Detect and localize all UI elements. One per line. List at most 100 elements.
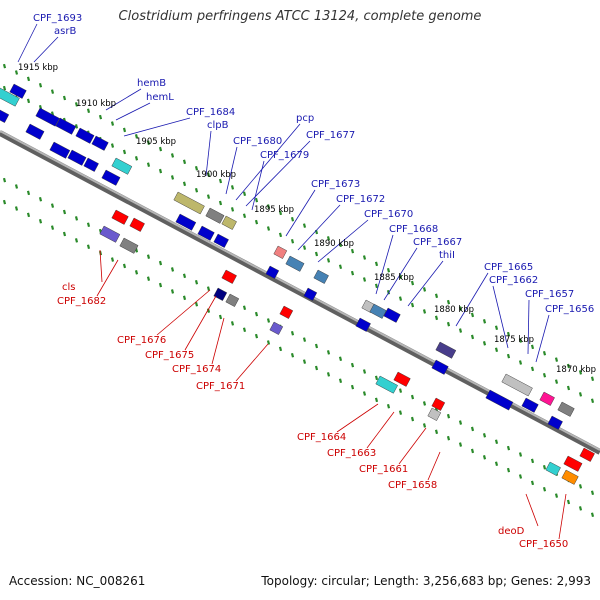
tick-mark (470, 334, 475, 340)
gene-block (83, 157, 99, 172)
leader-line (245, 140, 311, 207)
leader-line (427, 451, 441, 481)
gene-block (279, 305, 294, 319)
gene-block (547, 415, 563, 430)
leader-line (33, 36, 59, 63)
tick-mark (254, 333, 259, 339)
tick-mark (350, 270, 355, 276)
tick-mark (86, 108, 91, 114)
tick-mark (590, 376, 595, 382)
tick-mark (554, 379, 559, 384)
gene-label-forward: CPF_1673 (311, 179, 360, 190)
scale-label: 1885 kbp (374, 273, 414, 283)
gene-label-forward: CPF_1679 (260, 150, 309, 161)
tick-mark (242, 327, 247, 332)
tick-mark (530, 366, 535, 372)
tick-mark (446, 321, 451, 327)
label-leader-lines (17, 23, 567, 540)
leader-line (297, 204, 341, 251)
tick-mark (14, 184, 19, 189)
tick-mark (74, 124, 79, 129)
gene-label-reverse: CPF_1650 (519, 539, 568, 550)
tick-mark (518, 360, 523, 365)
gene-block (0, 109, 10, 123)
leader-line (398, 427, 427, 465)
leader-line (366, 411, 395, 449)
tick-mark (206, 172, 211, 177)
tick-mark (74, 216, 79, 221)
tick-mark (458, 306, 463, 311)
tick-mark (26, 76, 31, 82)
tick-mark (410, 280, 415, 286)
gene-block (431, 397, 446, 411)
gene-block (369, 303, 387, 319)
scale-label: 1910 kbp (76, 99, 116, 109)
leader-line (251, 160, 265, 211)
leader-line (96, 259, 119, 297)
tick-mark (374, 375, 379, 381)
gene-block (175, 213, 197, 231)
gene-label-forward: clpB (207, 120, 229, 131)
tick-mark (74, 238, 79, 243)
tick-mark (2, 85, 7, 91)
tick-mark (506, 445, 511, 451)
tick-mark (158, 282, 163, 288)
tick-mark (518, 452, 523, 457)
gene-label-forward: hemL (146, 92, 174, 103)
tick-mark (254, 311, 259, 317)
gene-block (557, 401, 575, 417)
scale-label: 1880 kbp (434, 305, 474, 315)
gene-label-reverse: cls (62, 282, 76, 293)
tick-mark (554, 493, 559, 498)
tick-mark (470, 312, 475, 318)
tick-mark (410, 302, 415, 308)
tick-mark (290, 238, 295, 244)
gene-block (273, 245, 288, 259)
gene-block (579, 447, 595, 462)
gene-block (197, 225, 215, 241)
gene-label-forward: CPF_1684 (186, 107, 235, 118)
leader-line (225, 146, 238, 195)
gene-label-forward: CPF_1670 (364, 209, 413, 220)
tick-mark (194, 187, 199, 193)
tick-mark (482, 319, 487, 324)
leader-line (492, 285, 509, 349)
tick-mark (350, 248, 355, 254)
gene-label-forward: asrB (54, 26, 76, 37)
tick-mark (410, 394, 415, 400)
tick-mark (50, 203, 55, 208)
tick-mark (170, 289, 175, 294)
tick-mark (14, 70, 19, 75)
tick-mark (494, 325, 499, 330)
tick-mark (170, 153, 175, 158)
tick-mark (158, 146, 163, 152)
gene-label-forward: thiI (439, 250, 455, 261)
tick-mark (2, 199, 7, 205)
tick-mark (518, 474, 523, 479)
tick-mark (386, 268, 391, 273)
tick-mark (518, 338, 523, 343)
tick-mark (266, 204, 271, 209)
tick-mark (578, 370, 583, 375)
tick-mark (26, 212, 31, 218)
tick-mark (302, 223, 307, 228)
tick-mark (578, 506, 583, 511)
gene-block (313, 269, 329, 284)
gene-block (129, 217, 145, 232)
tick-mark (194, 279, 199, 285)
gene-block (485, 389, 514, 411)
gene-label-reverse: CPF_1676 (117, 335, 166, 346)
leader-line (123, 117, 191, 137)
gene-block (0, 87, 20, 107)
gene-block (213, 233, 229, 248)
tick-mark (530, 344, 535, 350)
tick-mark (170, 175, 175, 180)
tick-mark (38, 218, 43, 224)
leader-line (455, 272, 489, 327)
tick-mark (242, 213, 247, 218)
scale-label: 1895 kbp (254, 205, 294, 215)
tick-mark (326, 372, 331, 377)
tick-mark (290, 352, 295, 358)
accession-text: Accession: NC_008261 (9, 574, 146, 588)
tick-mark (506, 467, 511, 473)
